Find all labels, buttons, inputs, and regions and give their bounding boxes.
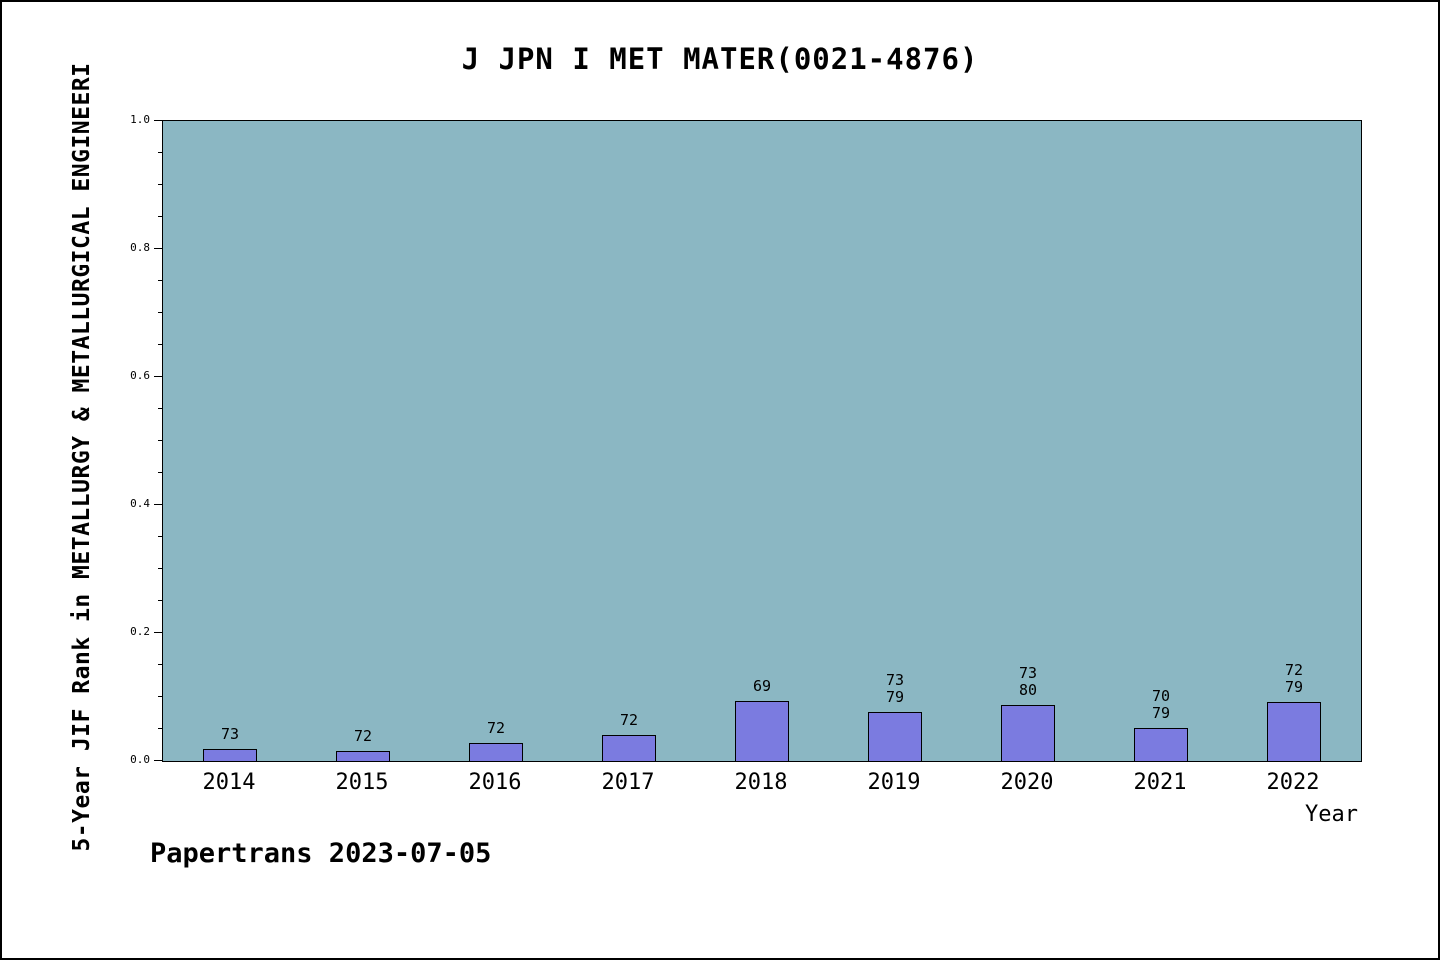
x-tick-label: 2017 <box>601 770 655 795</box>
bar-value-label: 72 <box>353 727 373 745</box>
y-minor-tick <box>158 312 162 313</box>
x-tick-label: 2014 <box>202 770 256 795</box>
chart-title: J JPN I MET MATER(0021-4876) <box>461 42 979 76</box>
bar <box>602 735 656 761</box>
x-tick-label: 2019 <box>867 770 921 795</box>
watermark-text: Papertrans 2023-07-05 <box>150 838 492 869</box>
x-tick-label: 2016 <box>468 770 522 795</box>
y-axis-label: 5-Year JIF Rank in METALLURGY & METALLUR… <box>69 62 95 852</box>
y-minor-tick <box>158 536 162 537</box>
y-major-tick <box>154 376 162 377</box>
bar <box>203 749 257 761</box>
y-minor-tick <box>158 344 162 345</box>
bar <box>1001 705 1055 761</box>
y-minor-tick <box>158 280 162 281</box>
bar <box>1267 702 1321 761</box>
y-tick-label: 1.0 <box>130 113 150 126</box>
y-minor-tick <box>158 728 162 729</box>
y-tick-label: 0.4 <box>130 497 150 510</box>
bar-value-label: 72 <box>619 711 639 729</box>
bar-value-label: 72 79 <box>1284 661 1304 696</box>
y-minor-tick <box>158 696 162 697</box>
y-minor-tick <box>158 440 162 441</box>
x-axis-label: Year <box>1305 802 1358 827</box>
bar-value-label: 72 <box>486 719 506 737</box>
plot-area: 73 72 72 72 69 73 79 73 80 70 79 72 79 <box>162 120 1362 762</box>
x-tick-label: 2022 <box>1266 770 1320 795</box>
y-major-tick <box>154 760 162 761</box>
x-tick-label: 2020 <box>1000 770 1054 795</box>
y-tick-label: 0.0 <box>130 753 150 766</box>
y-minor-tick <box>158 600 162 601</box>
y-tick-label: 0.6 <box>130 369 150 382</box>
y-minor-tick <box>158 152 162 153</box>
bar-value-label: 73 79 <box>885 671 905 706</box>
bar-value-label: 73 80 <box>1018 664 1038 699</box>
x-tick-label: 2018 <box>734 770 788 795</box>
y-minor-tick <box>158 472 162 473</box>
y-minor-tick <box>158 408 162 409</box>
bar <box>1134 728 1188 761</box>
y-minor-tick <box>158 216 162 217</box>
y-major-tick <box>154 632 162 633</box>
bar <box>735 701 789 761</box>
y-minor-tick <box>158 184 162 185</box>
bar <box>868 712 922 761</box>
bar <box>469 743 523 761</box>
y-major-tick <box>154 120 162 121</box>
y-tick-label: 0.2 <box>130 625 150 638</box>
x-tick-label: 2015 <box>335 770 389 795</box>
x-tick-label: 2021 <box>1133 770 1187 795</box>
bar-value-label: 70 79 <box>1151 687 1171 722</box>
bar <box>336 751 390 761</box>
y-tick-label: 0.8 <box>130 241 150 254</box>
y-minor-tick <box>158 568 162 569</box>
y-major-tick <box>154 504 162 505</box>
y-major-tick <box>154 248 162 249</box>
y-minor-tick <box>158 664 162 665</box>
bar-value-label: 73 <box>220 725 240 743</box>
bar-value-label: 69 <box>752 677 772 695</box>
